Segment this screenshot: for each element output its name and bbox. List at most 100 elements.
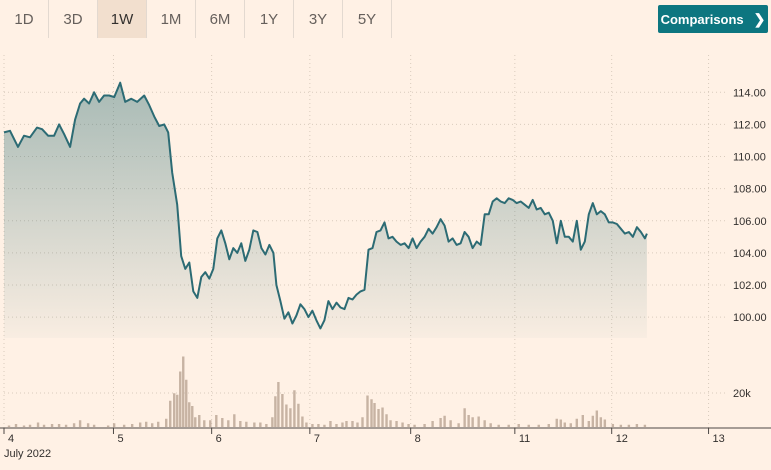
volume-bar — [179, 371, 182, 427]
range-tab-1y[interactable]: 1Y — [245, 0, 294, 38]
volume-bar — [293, 390, 296, 427]
volume-bar — [169, 400, 172, 427]
range-tab-3y[interactable]: 3Y — [294, 0, 343, 38]
volume-bar — [595, 410, 599, 427]
volume-bar — [227, 420, 230, 427]
volume-bar — [423, 424, 426, 427]
volume-bar — [591, 415, 595, 427]
volume-bar — [7, 425, 11, 427]
volume-bar — [463, 408, 466, 427]
volume-bar — [182, 356, 185, 427]
volume-bar — [165, 418, 168, 427]
volume-bar — [191, 406, 194, 427]
range-tab-1w[interactable]: 1W — [98, 0, 147, 38]
chart-toolbar: 1D 3D 1W 1M 6M 1Y 3Y 5Y Comparisons ❯ — [0, 0, 771, 38]
volume-bar — [194, 417, 197, 427]
volume-bar — [173, 393, 176, 427]
volume-bar — [138, 422, 142, 427]
volume-bar — [431, 421, 434, 427]
range-tab-1d[interactable]: 1D — [0, 0, 49, 38]
volume-bar — [439, 418, 442, 427]
volume-bar — [151, 423, 154, 427]
volume-bar — [581, 415, 585, 427]
y-tick-label: 114.00 — [733, 87, 766, 99]
volume-bar — [395, 421, 398, 427]
volume-bar — [112, 423, 116, 427]
volume-bar — [537, 424, 540, 427]
volume-bar — [311, 424, 314, 427]
volume-bar — [401, 422, 404, 427]
volume-bar — [329, 421, 332, 427]
volume-bar — [449, 420, 452, 427]
volume-bar — [274, 396, 277, 427]
x-tick-label: 7 — [314, 433, 320, 445]
volume-bar — [130, 424, 134, 427]
volume-bar — [221, 418, 224, 427]
y-tick-label: 110.00 — [733, 152, 766, 164]
y-tick-label: 112.00 — [733, 119, 766, 131]
volume-bar — [507, 424, 510, 427]
volume-bar — [78, 420, 82, 427]
volume-bar — [36, 422, 40, 427]
volume-bar — [157, 421, 160, 427]
x-sublabel: July 2022 — [4, 448, 51, 460]
volume-bar — [471, 417, 474, 427]
volume-bar — [599, 417, 603, 427]
volume-bar — [72, 423, 76, 427]
volume-bar — [467, 415, 470, 427]
axis-labels: 100.00 102.00 104.00 106.00 108.00 110.00 112.… — [4, 87, 767, 460]
volume-bar — [370, 399, 373, 427]
volume-bar — [297, 403, 300, 427]
volume-bar — [381, 407, 384, 427]
volume-bar — [277, 382, 280, 427]
volume-bar — [92, 424, 96, 427]
volume-bar — [289, 408, 292, 427]
price-area — [4, 82, 647, 338]
volume-bar — [259, 422, 262, 427]
y-tick-label: 102.00 — [733, 280, 767, 292]
y-tick-label: 106.00 — [733, 216, 767, 228]
x-tick-label: 6 — [216, 433, 222, 445]
volume-bar — [22, 425, 26, 427]
volume-bar — [547, 424, 550, 427]
volume-bar — [611, 424, 615, 427]
volume-bar — [356, 422, 359, 427]
volume-bar — [245, 421, 248, 427]
volume-bar — [351, 421, 354, 427]
x-tick-label: 4 — [8, 433, 14, 445]
volume-bar — [144, 421, 148, 427]
volume-bar — [323, 424, 326, 427]
volume-bar — [457, 423, 460, 427]
volume-bar — [635, 424, 639, 427]
volume-bar — [50, 424, 54, 427]
volume-bar — [563, 422, 566, 427]
volume-bar — [253, 422, 256, 427]
volume-bar — [28, 424, 32, 427]
volume-bar — [176, 394, 179, 427]
volume-bar — [345, 421, 348, 427]
comparisons-button[interactable]: Comparisons ❯ — [658, 5, 768, 33]
x-tick-label: 5 — [117, 433, 123, 445]
volume-bar — [489, 423, 492, 427]
volume-bar — [413, 424, 416, 427]
volume-bar — [361, 417, 364, 427]
volume-bar — [203, 420, 206, 427]
volume-bar — [42, 424, 46, 427]
range-tab-6m[interactable]: 6M — [196, 0, 245, 38]
range-tab-3d[interactable]: 3D — [49, 0, 98, 38]
price-line — [3, 81, 648, 330]
volume-bar — [389, 420, 392, 427]
volume-bar — [285, 404, 288, 427]
volume-bar — [14, 424, 18, 427]
y-tick-label: 104.00 — [733, 248, 767, 260]
volume-bar — [366, 395, 369, 427]
chevron-right-icon: ❯ — [753, 10, 766, 27]
volume-bar — [209, 420, 212, 427]
volume-bar — [619, 424, 623, 427]
range-tab-1m[interactable]: 1M — [147, 0, 196, 38]
range-tab-5y[interactable]: 5Y — [343, 0, 392, 38]
volume-bar — [483, 420, 486, 427]
volume-layer — [7, 356, 647, 427]
volume-bar — [271, 417, 274, 427]
